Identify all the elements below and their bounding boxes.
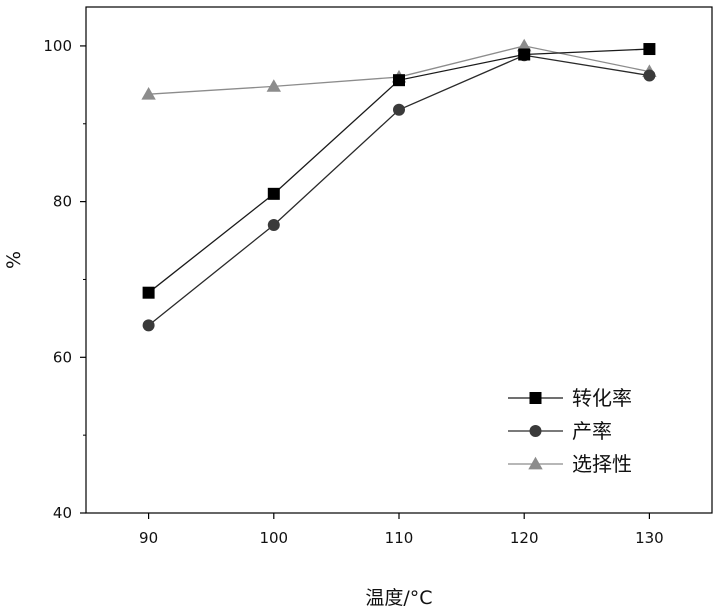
data-point <box>268 188 280 200</box>
legend-label: 产率 <box>572 419 612 443</box>
legend-marker <box>530 425 542 437</box>
y-tick-label: 60 <box>53 348 72 366</box>
data-point <box>518 48 530 60</box>
y-axis-ticks: 40 60 80 100 <box>43 37 86 522</box>
legend-label: 转化率 <box>572 386 632 410</box>
series-2 <box>141 39 656 100</box>
series-layer <box>141 39 656 332</box>
series-line <box>149 55 650 325</box>
series-0 <box>143 43 656 299</box>
data-point <box>393 104 405 116</box>
data-point <box>143 319 155 331</box>
x-tick-label: 130 <box>635 529 664 547</box>
x-tick-label: 100 <box>259 529 288 547</box>
x-tick-label: 110 <box>385 529 414 547</box>
legend-marker <box>528 457 542 470</box>
data-point <box>268 219 280 231</box>
legend-item: 产率 <box>508 419 612 443</box>
x-tick-label: 90 <box>139 529 158 547</box>
x-axis-title: 温度/°C <box>365 587 432 609</box>
y-tick-label: 40 <box>53 504 72 522</box>
legend-item: 转化率 <box>508 386 632 410</box>
data-point <box>393 74 405 86</box>
y-tick-label: 80 <box>53 193 72 211</box>
legend-marker <box>530 392 542 404</box>
legend-label: 选择性 <box>572 452 632 476</box>
y-axis-title: % <box>3 251 25 269</box>
legend: 转化率产率选择性 <box>508 386 632 476</box>
x-axis-ticks: 90 100 110 120 130 <box>139 513 664 547</box>
x-tick-label: 120 <box>510 529 539 547</box>
data-point <box>643 70 655 82</box>
data-point <box>643 43 655 55</box>
series-1 <box>143 49 656 331</box>
y-tick-label: 100 <box>43 37 72 55</box>
legend-item: 选择性 <box>508 452 632 476</box>
data-point <box>143 287 155 299</box>
